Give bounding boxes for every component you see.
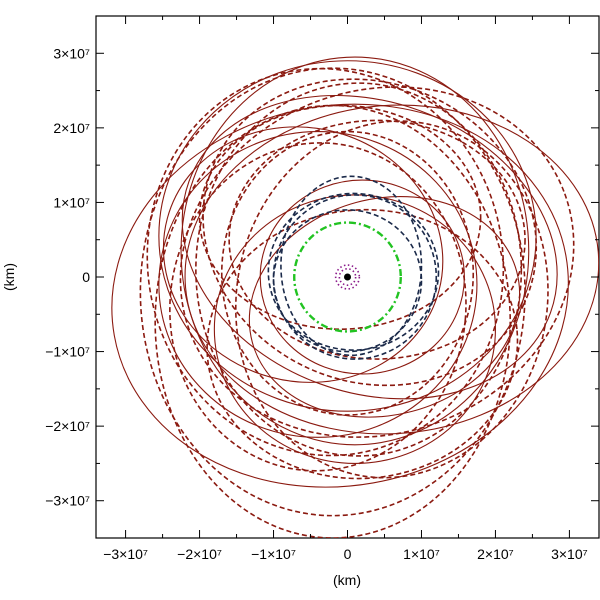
orbit-1-3 [146,67,505,457]
x-tick-label: 1×10⁷ [403,546,440,562]
x-tick-label: 0 [344,546,352,562]
orbit-0-8 [184,104,599,435]
orbit-0-0 [180,56,530,446]
orbit-1-8 [179,86,575,438]
x-tick-label: −2×10⁷ [177,546,222,562]
orbit-1-5 [198,104,482,330]
orbit-0-3 [158,131,478,438]
orbit-3-0 [293,221,402,333]
y-axis-label: (km) [1,263,17,291]
y-tick-label: −1×10⁷ [45,344,90,360]
y-tick-label: 3×10⁷ [53,45,90,61]
y-tick-label: −3×10⁷ [45,493,90,509]
orbit-series-0 [111,56,599,488]
orbit-2-3 [267,192,440,351]
y-tick-label: 1×10⁷ [53,194,90,210]
orbit-0-5 [158,60,537,412]
orbit-series-2 [267,175,440,360]
orbit-0-4 [248,195,521,418]
orbit-1-6 [206,208,519,480]
y-tick-label: −2×10⁷ [45,418,90,434]
orbit-4-0 [334,264,361,290]
y-tick-label: 2×10⁷ [53,120,90,136]
orbit-1-4 [234,120,549,479]
y-tick-label: 0 [82,269,90,285]
orbit-0-2 [181,94,558,400]
orbit-2-2 [272,209,423,353]
x-tick-label: −1×10⁷ [251,546,296,562]
x-axis: −3×10⁷ −2×10⁷ −1×10⁷ 0 1×10⁷ 2×10⁷ 3×10⁷ [103,16,588,562]
orbit-4-1 [338,267,357,287]
x-tick-label: −3×10⁷ [103,546,148,562]
orbit-series-1 [139,67,575,538]
orbits-layer [111,56,599,538]
central-body [344,273,351,281]
orbit-series-4 [334,264,361,290]
orbit-1-11 [139,67,526,517]
orbit-2-0 [272,194,438,360]
orbit-1-1 [154,104,511,538]
orbit-1-7 [220,130,475,416]
orbit-series-3 [293,221,402,333]
orbit-1-9 [169,142,467,472]
orbit-0-9 [213,194,496,464]
orbit-1-2 [228,119,526,360]
x-axis-label: (km) [333,572,361,588]
orbit-1-10 [202,78,538,387]
x-tick-label: 3×10⁷ [551,546,588,562]
y-axis: −3×10⁷ −2×10⁷ −1×10⁷ 0 1×10⁷ 2×10⁷ 3×10⁷ [45,15,599,539]
x-tick-label: 2×10⁷ [477,546,514,562]
orbit-2-1 [280,175,423,357]
orbit-1-0 [195,82,523,457]
